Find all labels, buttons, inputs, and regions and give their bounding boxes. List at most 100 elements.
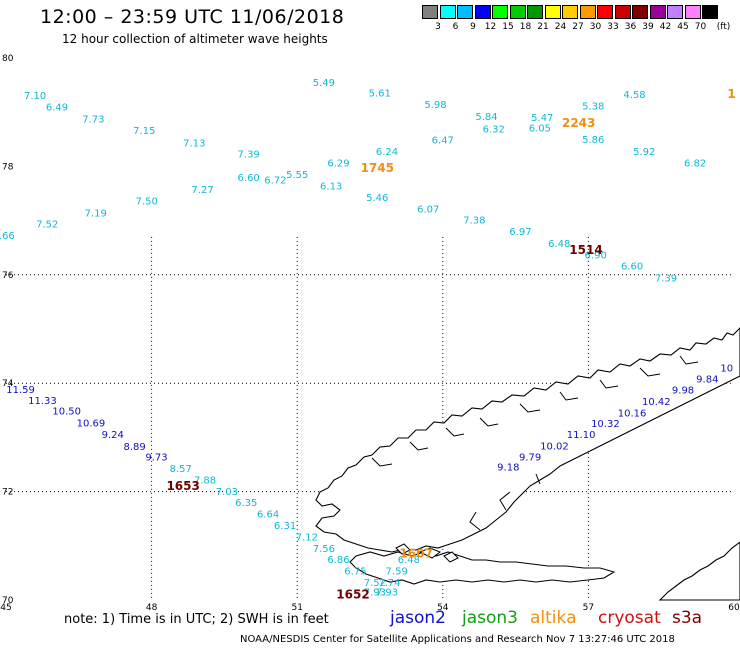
wave-height-value: 7.12: [296, 532, 318, 543]
wave-height-value: 6.32: [483, 124, 505, 135]
wave-height-value: 7.39: [655, 273, 677, 284]
legend-cryosat: cryosat: [598, 608, 661, 628]
lat-tick-label: 74: [2, 379, 14, 389]
lon-tick-label: 60: [728, 603, 740, 613]
lon-tick-label: 48: [146, 603, 158, 613]
wave-height-value: 6.48: [548, 239, 570, 250]
wave-height-value: 7.52: [364, 578, 386, 589]
legend-swatch: [527, 5, 543, 19]
pass-time-label: 1: [727, 87, 735, 101]
wave-height-value: 5.92: [633, 147, 655, 158]
wave-height-value: 6.60: [621, 261, 643, 272]
axis-tick-labels: 45 48 51 54 57 60 80 78 76 74 72 70: [0, 54, 740, 613]
mainland-coast: [658, 541, 740, 601]
wave-height-value: 7.73: [82, 114, 104, 125]
wave-height-value: 5.84: [475, 112, 497, 123]
lat-tick-label: 80: [2, 54, 14, 64]
legend-bin-label: 39: [642, 22, 654, 32]
wave-height-value: 10.16: [618, 408, 647, 419]
legend-bin-label: 6: [452, 22, 459, 32]
north-island-coast: [315, 327, 740, 553]
legend-swatch: [579, 5, 596, 19]
wave-height-value: 7.93: [364, 588, 386, 599]
legend-swatch: [684, 5, 701, 19]
wave-height-value: 7.93: [376, 588, 398, 599]
pass-time-label: 2243: [562, 116, 595, 130]
legend-jason3: jason3: [462, 608, 518, 628]
wave-height-value: 6.07: [417, 204, 439, 215]
wave-height-value: 10: [720, 363, 733, 374]
wave-height-value: 7.13: [183, 138, 205, 149]
wave-height-value: 6.48: [398, 555, 420, 566]
wave-height-value: 10.42: [642, 397, 671, 408]
wave-height-value: 6.29: [327, 158, 349, 169]
wave-height-value: 6.35: [235, 498, 257, 509]
wave-height-value: 6.05: [529, 124, 551, 135]
map-subtitle: 12 hour collection of altimeter wave hei…: [62, 32, 328, 46]
wave-height-value: 9.79: [519, 453, 541, 464]
legend-swatch: [702, 5, 718, 19]
wave-height-value: 10.02: [540, 441, 569, 452]
legend-bin-label: 45: [677, 22, 689, 32]
wave-height-value: 6.90: [585, 251, 607, 262]
legend-s3a: s3a: [672, 608, 703, 628]
footer-credit: NOAA/NESDIS Center for Satellite Applica…: [240, 634, 675, 645]
wave-height-value: 7.74: [378, 578, 400, 589]
footer-note: note: 1) Time is in UTC; 2) SWH is in fe…: [64, 612, 329, 627]
wave-height-value: 6.24: [376, 147, 398, 158]
lat-tick-label: 78: [2, 162, 14, 172]
legend-swatch: [562, 5, 578, 19]
wave-height-value: 6.97: [509, 227, 531, 238]
wave-height-value: 9.73: [145, 453, 167, 464]
altimeter-tracks: 7.106.49 7.73 7.15 7.13 7.39 6.60 7.27 7.50 7.19…: [0, 78, 733, 598]
legend-bin-label: 36: [624, 22, 637, 32]
legend-bin-label: 21: [537, 22, 549, 32]
lat-tick-label: 76: [2, 271, 14, 281]
pass-time-label: 1653: [166, 479, 199, 493]
wave-height-value: 7.52: [36, 220, 58, 231]
legend-swatch: [509, 5, 526, 19]
legend-swatch: [474, 5, 491, 19]
wave-height-value: 8.57: [170, 464, 192, 475]
wave-height-value: 11.10: [567, 430, 596, 441]
lon-tick-label: 51: [291, 603, 302, 613]
strait-islands: [395, 543, 459, 563]
wave-height-value: 9.18: [497, 462, 519, 473]
wave-height-value: 11.59: [6, 385, 35, 396]
legend-bin-label: 3: [435, 22, 441, 32]
legend-swatch: [649, 5, 666, 19]
wave-height-value: 6.75: [344, 567, 366, 578]
legend-swatch: [457, 5, 473, 19]
legend-bin-label: 9: [470, 22, 476, 32]
legend-swatch: [544, 5, 561, 19]
wave-height-value: 6.64: [257, 510, 279, 521]
lon-tick-label: 57: [583, 603, 594, 613]
wave-height-value: 5.98: [424, 100, 446, 111]
wave-height-value: 6.72: [264, 176, 286, 187]
lat-tick-label: 72: [2, 488, 13, 498]
wave-height-value: 9.24: [102, 430, 124, 441]
wave-height-value: 6.49: [46, 103, 68, 114]
wave-height-value: 7.56: [313, 544, 335, 555]
legend-bin-label: 12: [484, 22, 497, 32]
legend-swatch: [422, 5, 438, 19]
wave-height-value: 5.38: [582, 101, 604, 112]
pass-time-label: 1514: [569, 243, 602, 257]
wave-height-value: 10.32: [591, 419, 620, 430]
wave-height-value: 5.46: [366, 193, 388, 204]
wave-height-value: 7.59: [386, 567, 408, 578]
legend-swatch: [492, 5, 508, 19]
legend-bin-label: 18: [519, 22, 532, 32]
legend-bin-label: 27: [572, 22, 584, 32]
legend-bin-label: 15: [502, 22, 514, 32]
wave-height-value: 7.19: [85, 208, 107, 219]
pass-time-label: 1652: [336, 587, 369, 601]
pass-time-labels: 1745 2243 1514 1653 1607 1652 1: [166, 87, 735, 601]
wave-height-value: 6.86: [327, 555, 349, 566]
wave-height-value: 6.60: [238, 173, 260, 184]
pass-time-label: 1607: [399, 547, 432, 561]
novaya-zemlya-coastline: [315, 327, 740, 601]
wave-height-value: 10.50: [52, 407, 81, 418]
lon-tick-label: 54: [437, 603, 449, 613]
legend-swatch: [597, 5, 613, 19]
